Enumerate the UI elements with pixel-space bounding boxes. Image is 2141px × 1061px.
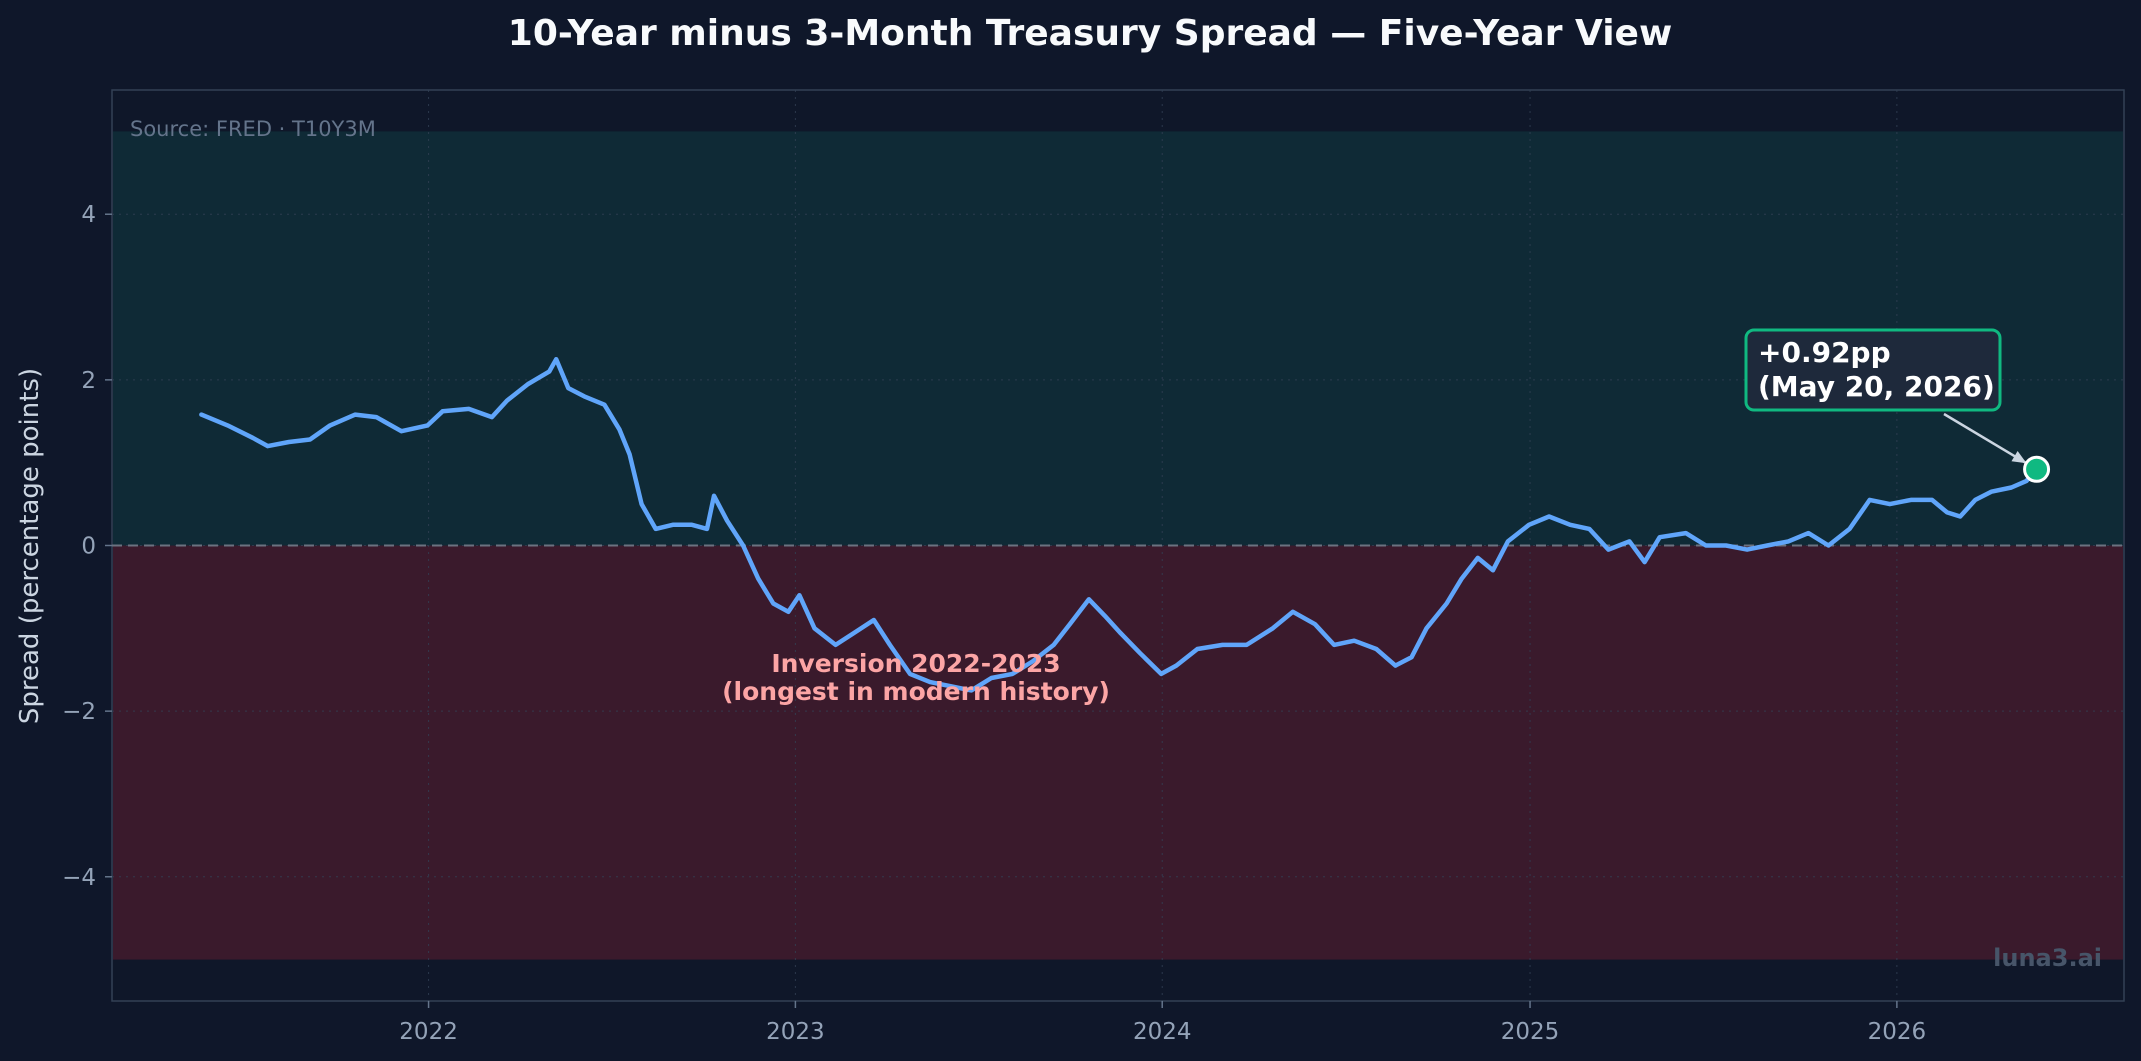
x-tick-label: 2025 (1501, 1019, 1560, 1045)
watermark: luna3.ai (1993, 944, 2102, 972)
grid-layer (112, 90, 2124, 1001)
inversion-annotation-line2: (longest in modern history) (722, 677, 1110, 706)
y-tick-label: −2 (62, 699, 96, 725)
callout-arrowhead (2011, 450, 2027, 464)
y-tick-label: 2 (81, 368, 96, 394)
latest-point-marker (2023, 455, 2051, 483)
ticks-layer: 4 2 0 −2 −4 2022 2023 2024 2025 2026 (62, 202, 1926, 1045)
chart-title: 10-Year minus 3-Month Treasury Spread — … (508, 13, 1672, 54)
x-tick-label: 2026 (1868, 1019, 1927, 1045)
callout-arrow (1943, 412, 2028, 465)
x-tick-label: 2023 (766, 1019, 825, 1045)
y-axis-label: Spread (percentage points) (15, 368, 45, 724)
y-tick-label: 4 (81, 202, 96, 228)
callout-box (1744, 328, 2002, 412)
x-tick-label: 2024 (1133, 1019, 1192, 1045)
callout-value: +0.92pp (1758, 336, 1891, 369)
y-tick-label: −4 (62, 865, 96, 891)
source-note: Source: FRED · T10Y3M (130, 117, 376, 141)
latest-callout: +0.92pp (May 20, 2026) (1744, 328, 2028, 465)
series-layer (199, 356, 2039, 693)
inversion-band (113, 545, 2123, 960)
inversion-annotation-line1: Inversion 2022-2023 (771, 649, 1060, 678)
spread-line (199, 356, 2039, 693)
x-tick-label: 2022 (399, 1019, 458, 1045)
callout-date: (May 20, 2026) (1758, 370, 1995, 403)
y-tick-label: 0 (81, 534, 96, 560)
